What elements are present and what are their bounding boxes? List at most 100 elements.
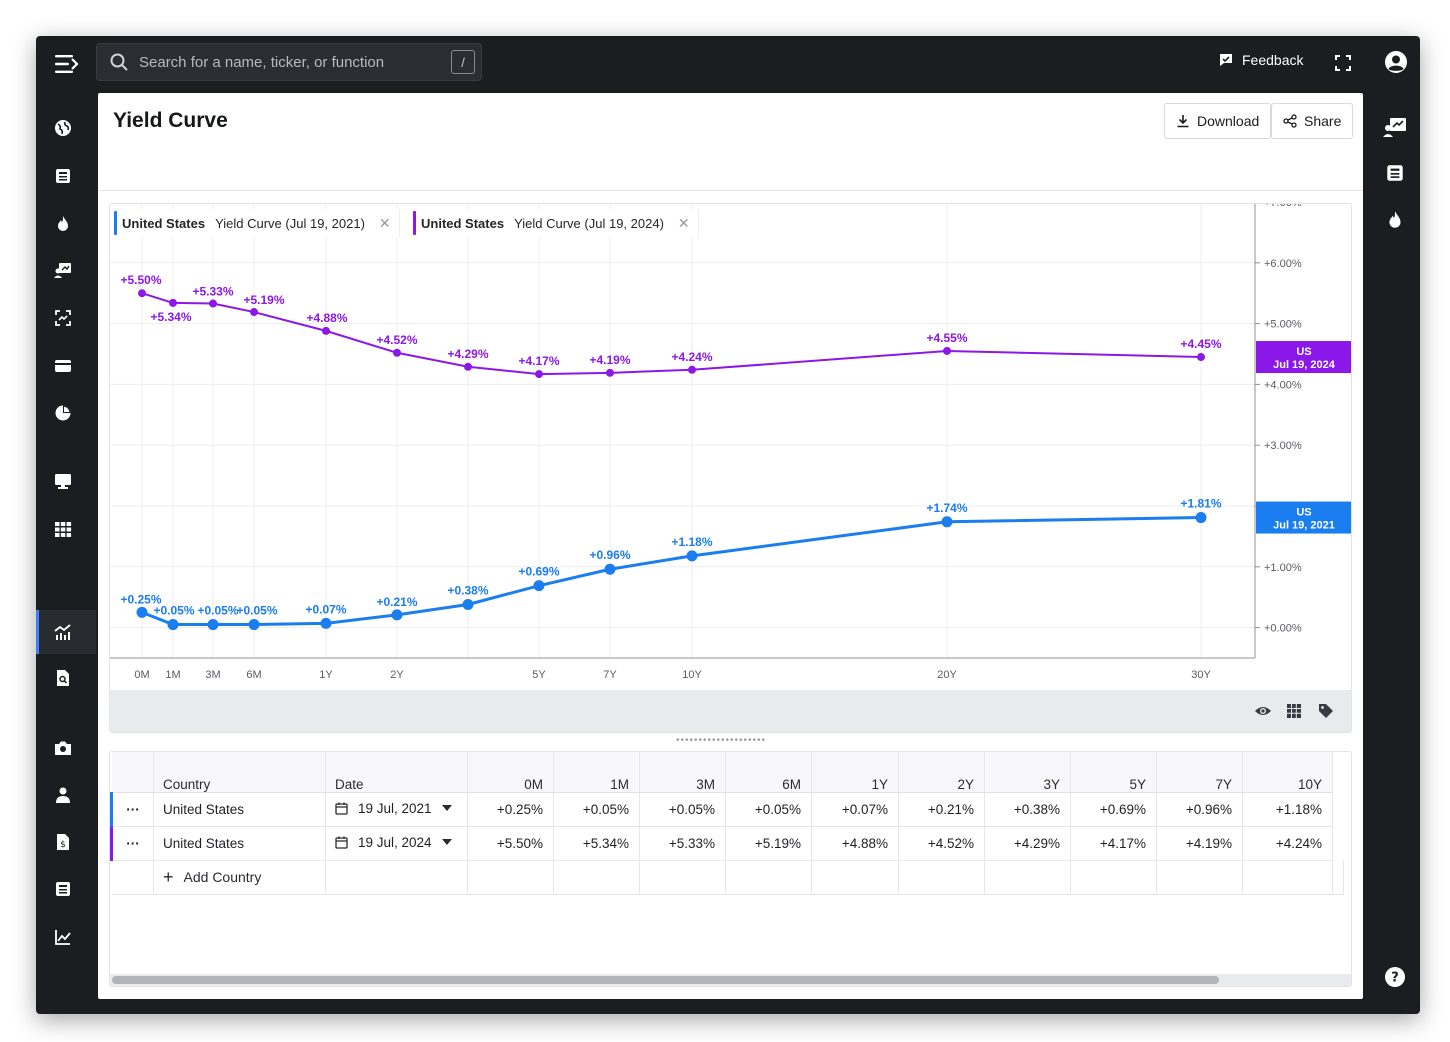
series-tag xyxy=(1256,501,1351,534)
news-icon[interactable] xyxy=(1384,162,1406,184)
feedback-icon xyxy=(1220,54,1232,66)
chart-container: +0.00%+1.00%+2.00%+3.00%+4.00%+5.00%+6.0… xyxy=(109,203,1352,733)
share-button[interactable]: Share xyxy=(1271,103,1354,139)
news-icon[interactable] xyxy=(53,166,73,186)
table-header-0m[interactable]: 0M xyxy=(467,752,554,793)
series-line-0 xyxy=(141,292,1202,376)
close-icon[interactable]: ✕ xyxy=(677,214,690,231)
empty-cell xyxy=(984,860,1071,895)
resize-handle[interactable]: •••••••••••••••••••• xyxy=(676,735,767,746)
row-value-1y: +0.07% xyxy=(811,792,899,827)
table-header-1m[interactable]: 1M xyxy=(553,752,640,793)
y-tick-label: +3.00% xyxy=(1264,440,1302,452)
data-point xyxy=(136,606,148,618)
add-country-row: + Add Country xyxy=(111,860,1344,895)
data-point xyxy=(209,299,217,308)
table-header-country[interactable]: Country xyxy=(153,752,326,793)
page-title: Yield Curve xyxy=(113,109,228,132)
feedback-button[interactable]: Feedback xyxy=(1218,52,1303,68)
data-label: +5.34% xyxy=(150,310,191,324)
empty-cell xyxy=(725,860,812,895)
data-point xyxy=(464,362,472,371)
row-date: 19 Jul, 2021 xyxy=(358,800,432,816)
series-tag-country: US xyxy=(1296,507,1311,519)
table-header-2y[interactable]: 2Y xyxy=(898,752,985,793)
presentation-icon[interactable] xyxy=(53,260,73,280)
account-icon[interactable] xyxy=(1384,50,1408,74)
y-tick-label: +5.00% xyxy=(1264,319,1302,331)
line-chart-icon[interactable] xyxy=(53,927,73,947)
camera-icon[interactable] xyxy=(53,738,73,758)
globe-icon[interactable] xyxy=(53,118,73,138)
monitor-icon[interactable] xyxy=(53,471,73,491)
table-header-10y[interactable]: 10Y xyxy=(1242,752,1333,793)
empty-cell xyxy=(1332,860,1344,895)
fullscreen-icon[interactable] xyxy=(1334,54,1352,72)
y-tick-label: +1.00% xyxy=(1264,562,1302,574)
menu-toggle-icon[interactable] xyxy=(52,50,80,78)
table-header-3y[interactable]: 3Y xyxy=(984,752,1071,793)
left-sidebar: $ xyxy=(36,90,96,1014)
yield-curve-panel: Yield Curve Download Share +0.00% +1.00% +… xyxy=(98,93,1363,999)
pie-chart-icon[interactable] xyxy=(53,403,73,423)
data-label: +0.96% xyxy=(589,548,630,562)
help-icon[interactable]: ? xyxy=(1384,966,1406,988)
screener-icon[interactable] xyxy=(53,308,73,328)
download-button[interactable]: Download xyxy=(1164,103,1272,139)
row-date-picker[interactable]: 19 Jul, 2021 xyxy=(325,792,468,827)
data-point xyxy=(1195,512,1207,524)
horizontal-scrollbar[interactable] xyxy=(112,976,1219,984)
flame-icon[interactable] xyxy=(53,214,73,234)
person-icon[interactable] xyxy=(53,785,73,805)
series-tag xyxy=(1256,341,1351,374)
app-window: Search for a name, ticker, or function /… xyxy=(36,36,1420,1014)
financial-document-icon[interactable]: $ xyxy=(53,832,73,852)
row-value-1m: +5.34% xyxy=(553,826,640,861)
search-bar[interactable]: Search for a name, ticker, or function / xyxy=(96,43,482,81)
table-header-3m[interactable]: 3M xyxy=(639,752,726,793)
search-input[interactable]: Search for a name, ticker, or function xyxy=(139,53,385,71)
add-country-button[interactable]: + Add Country xyxy=(153,860,326,895)
table-header-5y[interactable]: 5Y xyxy=(1070,752,1157,793)
economics-chart-icon[interactable] xyxy=(53,622,73,642)
data-point xyxy=(248,619,260,631)
wallet-icon[interactable] xyxy=(53,356,73,376)
legend-item-2024[interactable]: United States Yield Curve (Jul 19, 2024)… xyxy=(413,209,699,237)
table-icon[interactable] xyxy=(1287,704,1301,718)
yield-curve-chart[interactable]: +0.00%+1.00%+2.00%+3.00%+4.00%+5.00%+6.0… xyxy=(110,204,1352,690)
legend-item-2021[interactable]: United States Yield Curve (Jul 19, 2021)… xyxy=(114,209,400,237)
row-value-3m: +0.05% xyxy=(639,792,726,827)
flame-icon[interactable] xyxy=(1384,209,1406,231)
data-point xyxy=(393,348,401,357)
data-point xyxy=(322,326,330,335)
row-date-picker[interactable]: 19 Jul, 2024 xyxy=(325,826,468,861)
row-value-3m: +5.33% xyxy=(639,826,726,861)
presentation-icon[interactable] xyxy=(1382,116,1408,138)
newspaper-icon[interactable] xyxy=(53,879,73,899)
sidebar-active-indicator xyxy=(36,610,96,654)
share-label: Share xyxy=(1304,113,1342,129)
search-icon xyxy=(110,53,128,71)
data-point xyxy=(941,516,953,528)
table-header-1y[interactable]: 1Y xyxy=(811,752,899,793)
grid-icon[interactable] xyxy=(53,519,73,539)
y-tick-label: +0.00% xyxy=(1264,623,1302,635)
eye-icon[interactable] xyxy=(1254,704,1272,718)
y-tick-label: +4.00% xyxy=(1264,379,1302,391)
row-menu-button[interactable]: ··· xyxy=(110,792,154,827)
legend-label: Yield Curve (Jul 19, 2024) xyxy=(514,215,664,231)
close-icon[interactable]: ✕ xyxy=(378,214,391,231)
data-point xyxy=(1197,353,1205,362)
tag-icon[interactable] xyxy=(1318,703,1334,719)
table-header-7y[interactable]: 7Y xyxy=(1156,752,1243,793)
data-label: +0.25% xyxy=(120,592,161,606)
svg-text:$: $ xyxy=(60,840,66,850)
download-icon xyxy=(1177,115,1189,128)
x-tick-label: 6M xyxy=(246,669,261,681)
table-header-date[interactable]: Date xyxy=(325,752,468,793)
row-menu-button[interactable]: ··· xyxy=(110,826,154,861)
document-search-icon[interactable] xyxy=(53,668,73,688)
table-header-6m[interactable]: 6M xyxy=(725,752,812,793)
data-point xyxy=(943,346,951,355)
x-tick-label: 7Y xyxy=(603,669,617,681)
